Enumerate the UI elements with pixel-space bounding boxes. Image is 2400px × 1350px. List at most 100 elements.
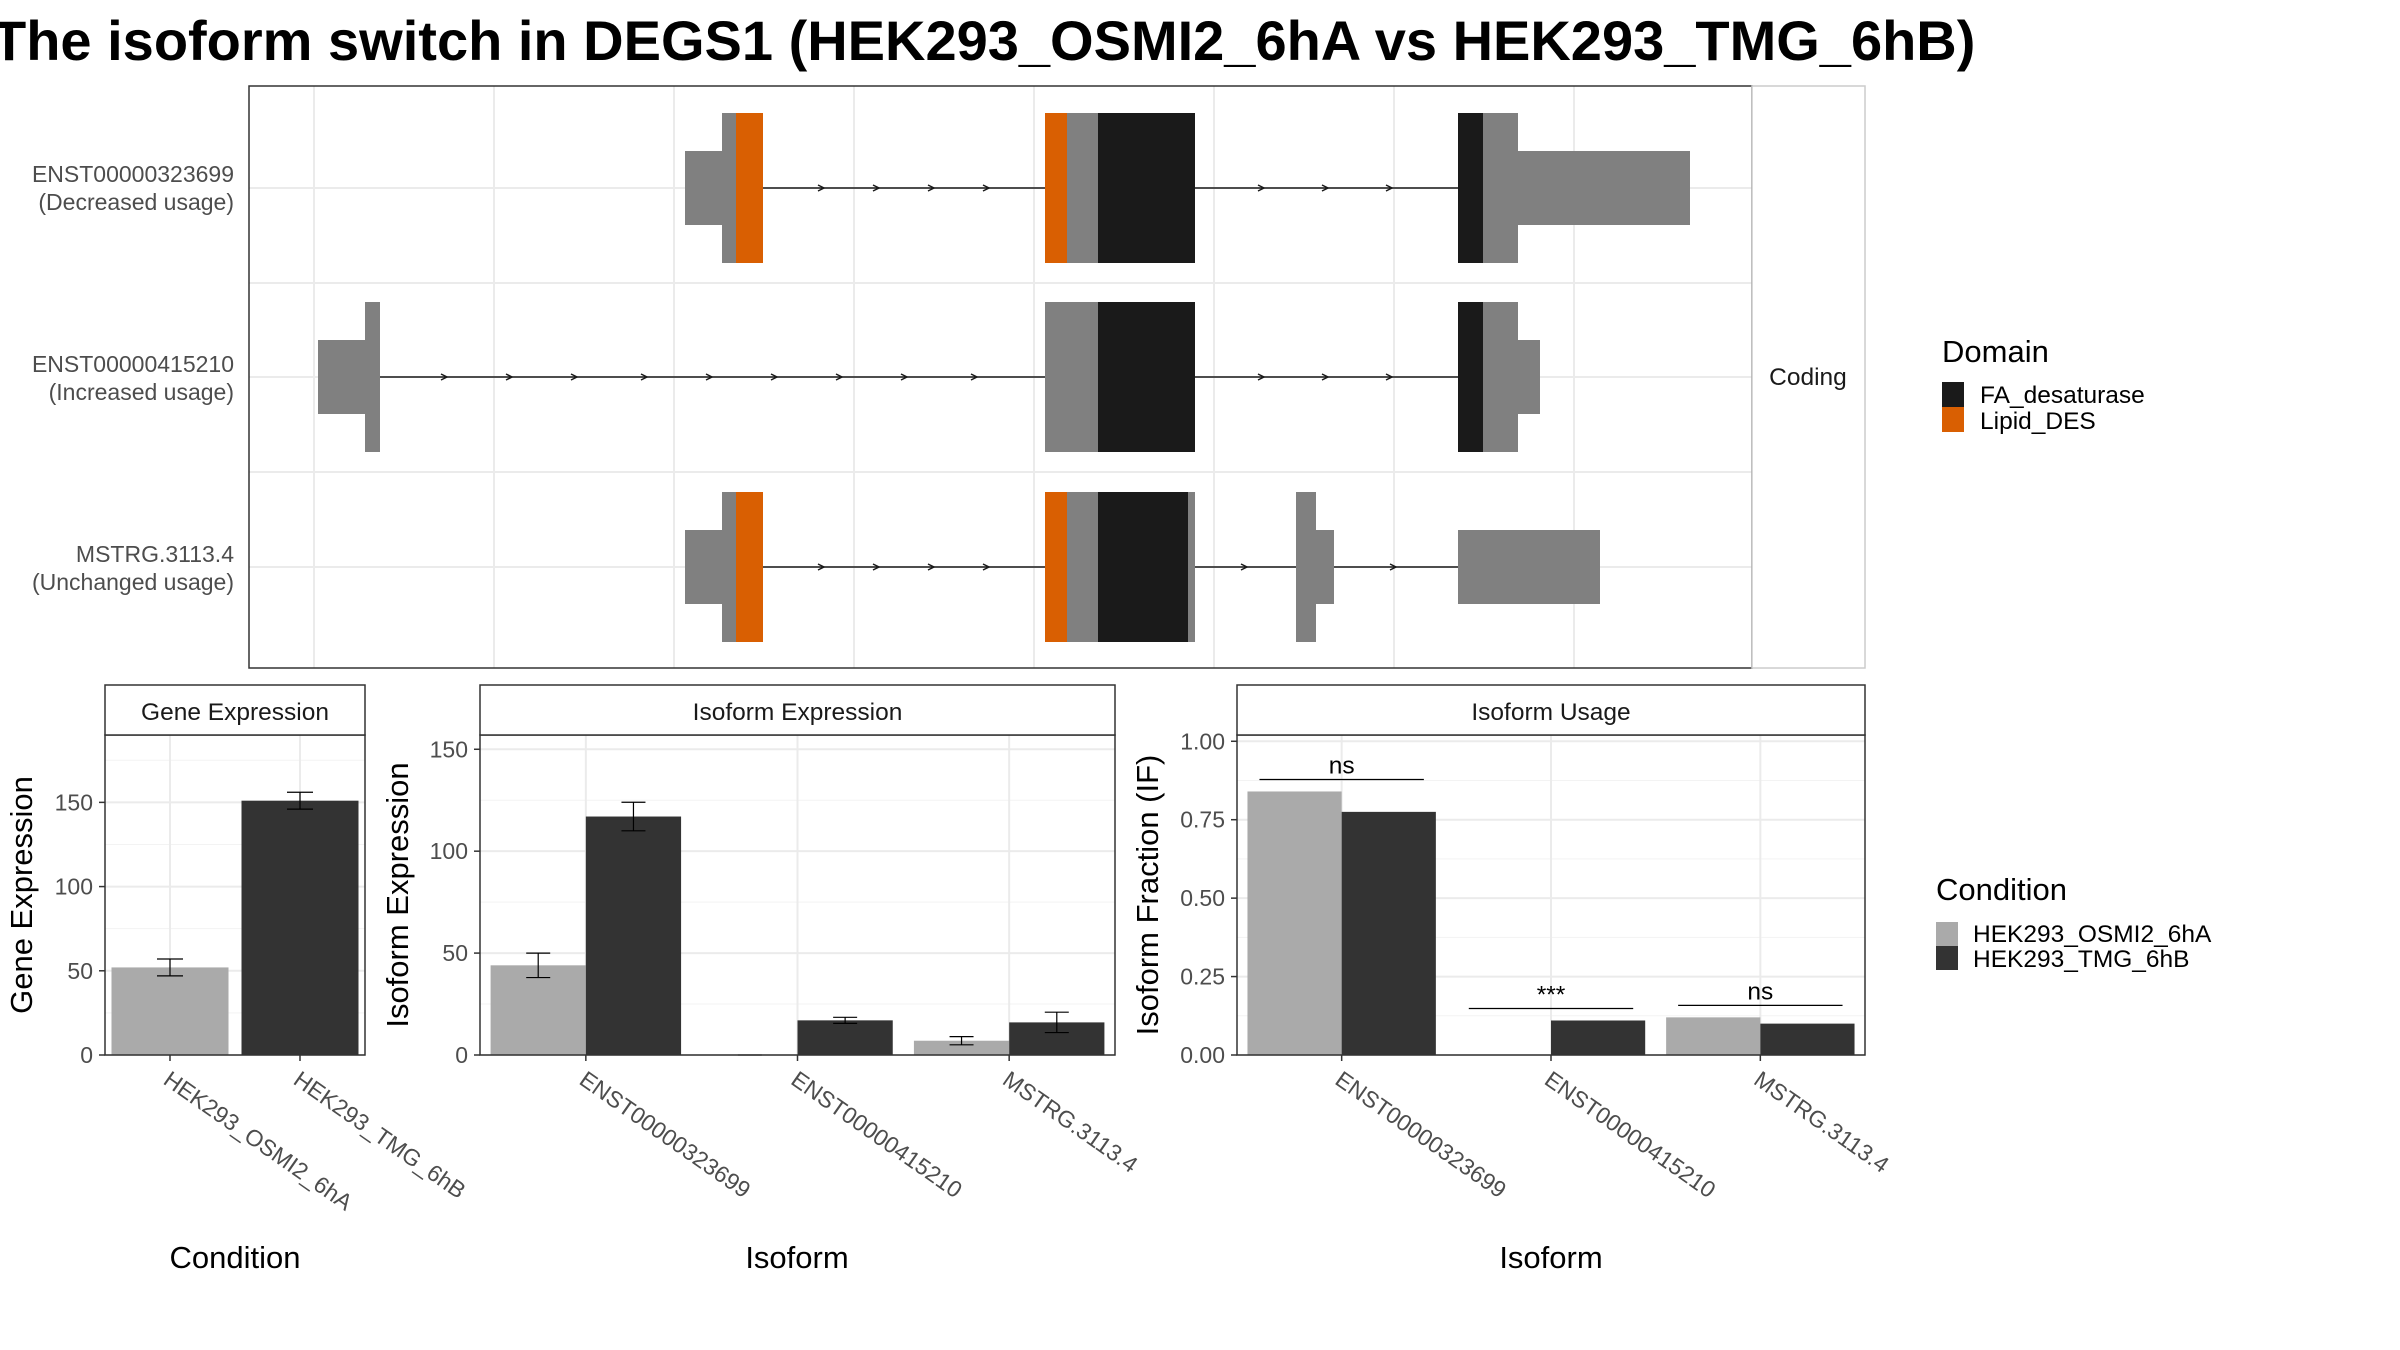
panel1-y-axis-title: Gene Expression <box>4 776 39 1014</box>
panel1-bar-1 <box>111 967 229 1055</box>
intron-direction-arrow <box>872 184 881 192</box>
panel3-xtick-label-1: ENST00000323699 <box>1331 1066 1511 1203</box>
gene-expression-panel: Gene Expression050100150HEK293_OSMI2_6hA… <box>4 684 471 1275</box>
cds-segment <box>722 113 736 263</box>
domain-legend: Domain FA_desaturase Lipid_DES <box>1942 334 2145 435</box>
panel3-ytick-label: 1.00 <box>1180 728 1225 754</box>
intron-direction-arrow <box>982 563 991 571</box>
fa-desaturase-domain <box>1098 113 1195 263</box>
intron-direction-arrow <box>872 563 881 571</box>
intron-direction-arrow <box>1257 373 1266 381</box>
panel2-y-axis-title: Isoform Expression <box>380 762 415 1027</box>
fa-desaturase-domain <box>1098 302 1195 452</box>
panel2-ytick-label: 0 <box>455 1042 468 1068</box>
panel3-bar-s2-c1 <box>1341 811 1436 1055</box>
panel2-errorbar-s2-c1 <box>621 801 646 832</box>
intron-direction-arrow <box>770 373 779 381</box>
cds-segment <box>1067 492 1098 642</box>
panel1-ytick-label: 0 <box>80 1042 93 1068</box>
legend-key-tmg <box>1936 946 1958 970</box>
panel2-errorbar-s1-c3 <box>949 1036 974 1046</box>
panel3-significance-label-2: *** <box>1537 981 1566 1008</box>
utr-segment <box>1518 340 1540 414</box>
panel3-ytick-label: 0.25 <box>1180 964 1225 990</box>
intron-direction-arrow <box>982 184 991 192</box>
intron-direction-arrow <box>970 373 979 381</box>
cds-segment <box>1483 113 1518 263</box>
intron-direction-arrow <box>1321 184 1330 192</box>
panel1-bar-2 <box>241 800 359 1055</box>
intron-direction-arrow <box>927 184 936 192</box>
panel2-errorbar-s2-c3 <box>1044 1011 1069 1034</box>
panel2-ytick-label: 50 <box>442 940 468 966</box>
transcript-row-sublabel-3: (Unchanged usage) <box>32 569 234 595</box>
panel3-y-axis-title: Isoform Fraction (IF) <box>1130 755 1165 1036</box>
cds-segment <box>365 302 380 452</box>
panel3-significance-label-3: ns <box>1747 978 1773 1005</box>
condition-legend: Condition HEK293_OSMI2_6hA HEK293_TMG_6h… <box>1936 872 2212 973</box>
panel1-errorbar-1 <box>157 958 183 977</box>
panel3-bar-s1-c3 <box>1666 1017 1761 1055</box>
panel2-strip <box>479 684 1116 736</box>
panel2-ytick-label: 100 <box>430 838 468 864</box>
transcript-row-sublabel-2: (Increased usage) <box>49 379 234 405</box>
legend-label-osmi2: HEK293_OSMI2_6hA <box>1973 921 2212 948</box>
cds-segment <box>1296 492 1316 642</box>
panel3-ytick-label: 0.00 <box>1180 1042 1225 1068</box>
panel2-bar-s2-c2 <box>797 1020 893 1055</box>
figure-title: The isoform switch in DEGS1 (HEK293_OSMI… <box>0 9 1975 72</box>
panel1-errorbar-2 <box>287 791 313 810</box>
lipid-des-domain <box>736 113 763 263</box>
intron-direction-arrow <box>817 184 826 192</box>
legend-key-osmi2 <box>1936 922 1958 946</box>
panel2-bar-s1-c1 <box>490 965 586 1055</box>
panel2-errorbar-s1-c1 <box>526 952 551 979</box>
intron-direction-arrow <box>1321 373 1330 381</box>
transcript-row-labels: ENST00000323699 (Decreased usage) ENST00… <box>32 161 234 595</box>
panel1-ytick-label: 100 <box>55 874 93 900</box>
transcript-row-label-3: MSTRG.3113.4 <box>76 541 234 567</box>
panel3-xtick-label-2: ENST00000415210 <box>1540 1066 1720 1203</box>
intron-direction-arrow <box>1389 563 1398 571</box>
intron-direction-arrow <box>440 373 449 381</box>
intron-direction-arrow <box>570 373 579 381</box>
cds-segment <box>722 492 736 642</box>
panel1-ytick-label: 150 <box>55 789 93 815</box>
intron-direction-arrow <box>1385 373 1394 381</box>
fa-desaturase-domain <box>1458 302 1483 452</box>
intron-direction-arrow <box>505 373 514 381</box>
panel2-xtick-label-2: ENST00000415210 <box>787 1066 967 1203</box>
transcript-row-label-2: ENST00000415210 <box>32 351 234 377</box>
domain-legend-title: Domain <box>1942 334 2049 369</box>
transcript-structure-panel: Coding ENST00000323699 (Decreased usage)… <box>32 85 1866 669</box>
legend-key-lipid-des <box>1942 407 1964 432</box>
transcript-shapes <box>318 113 1690 642</box>
panel3-ytick-label: 0.75 <box>1180 807 1225 833</box>
coding-strip <box>1751 85 1866 669</box>
lipid-des-domain <box>736 492 763 642</box>
cds-segment <box>1067 113 1098 263</box>
panel2-strip-label: Isoform Expression <box>693 699 903 726</box>
panel3-ytick-label: 0.50 <box>1180 885 1225 911</box>
fa-desaturase-domain <box>1098 492 1188 642</box>
panel3-x-axis-title: Isoform <box>1499 1240 1602 1275</box>
intron-direction-arrow <box>1385 184 1394 192</box>
isoform-usage-panel: ns *** ns Isoform Usage 0.00 0.25 0.50 0.75 1.00… <box>1130 684 1894 1275</box>
panel1-strip <box>104 684 366 736</box>
transcript-row-sublabel-1: (Decreased usage) <box>38 189 234 215</box>
cds-segment <box>1045 302 1098 452</box>
utr-segment <box>685 151 722 225</box>
panel3-strip <box>1236 684 1866 736</box>
panel2-bar-s2-c1 <box>585 816 682 1055</box>
legend-label-lipid-des: Lipid_DES <box>1980 408 2096 435</box>
intron-direction-arrow <box>835 373 844 381</box>
panel1-x-axis-title: Condition <box>170 1240 301 1275</box>
utr-segment <box>1518 151 1690 225</box>
panel1-strip-label: Gene Expression <box>141 699 329 726</box>
coding-strip-label: Coding <box>1769 364 1847 391</box>
intron-direction-arrow <box>640 373 649 381</box>
utr-segment <box>318 340 365 414</box>
intron-direction-arrow <box>705 373 714 381</box>
panel3-bar-s2-c3 <box>1760 1023 1855 1055</box>
condition-legend-title: Condition <box>1936 872 2067 907</box>
